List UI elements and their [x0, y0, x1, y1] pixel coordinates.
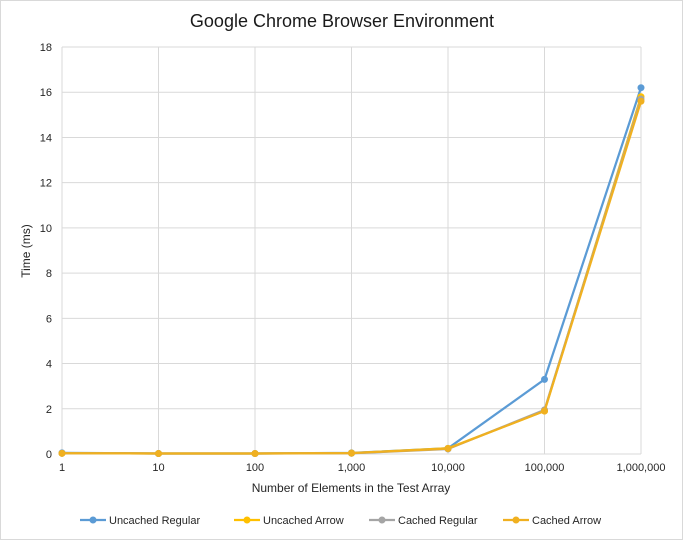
data-point: [348, 449, 355, 457]
x-axis-label: Number of Elements in the Test Array: [252, 481, 451, 495]
legend: Uncached Regular Uncached Arrow Cached Reg…: [80, 515, 601, 527]
legend-label: Cached Arrow: [532, 515, 601, 527]
data-point: [251, 450, 259, 458]
data-point: [541, 407, 548, 415]
legend-label: Uncached Arrow: [263, 515, 344, 527]
legend-item: Cached Arrow: [503, 515, 601, 527]
data-point: [444, 445, 452, 453]
x-axis-ticks: 1 10 100 1,000 10,000 100,000 1,000,000: [59, 462, 666, 474]
y-axis-ticks: 0 2 4 6 8 10 12 14 16 18: [40, 42, 52, 461]
x-tick-label: 100: [246, 462, 264, 474]
legend-swatch-marker: [89, 516, 97, 524]
y-tick-label: 6: [46, 313, 52, 325]
gridlines: [61, 46, 642, 455]
y-tick-label: 18: [40, 42, 52, 54]
legend-swatch-marker: [243, 516, 251, 524]
y-tick-label: 0: [46, 449, 52, 461]
y-tick-label: 16: [40, 87, 52, 99]
data-point: [155, 450, 162, 458]
y-axis-label: Time (ms): [19, 224, 33, 278]
x-tick-label: 1,000: [338, 462, 366, 474]
chart-title: Google Chrome Browser Environment: [190, 11, 494, 31]
legend-item: Uncached Regular: [80, 515, 200, 527]
legend-label: Cached Regular: [398, 515, 478, 527]
legend-label: Uncached Regular: [109, 515, 200, 527]
x-tick-label: 10,000: [431, 462, 465, 474]
data-point: [541, 375, 548, 383]
y-tick-label: 4: [46, 359, 52, 371]
x-tick-label: 10: [152, 462, 164, 474]
y-tick-label: 12: [40, 178, 52, 190]
x-tick-label: 1: [59, 462, 65, 474]
data-point: [637, 97, 645, 105]
legend-item: Uncached Arrow: [234, 515, 344, 527]
series-lines: [58, 84, 645, 458]
legend-swatch-marker: [512, 516, 520, 524]
data-point: [58, 449, 66, 457]
y-tick-label: 14: [40, 132, 52, 144]
y-tick-label: 10: [40, 223, 52, 235]
y-tick-label: 2: [46, 404, 52, 416]
x-tick-label: 100,000: [525, 462, 565, 474]
data-point: [637, 84, 645, 92]
legend-item: Cached Regular: [369, 515, 478, 527]
legend-swatch-marker: [378, 516, 386, 524]
y-tick-label: 8: [46, 268, 52, 280]
x-tick-label: 1,000,000: [617, 462, 666, 474]
series-cached-arrow: [58, 97, 645, 458]
